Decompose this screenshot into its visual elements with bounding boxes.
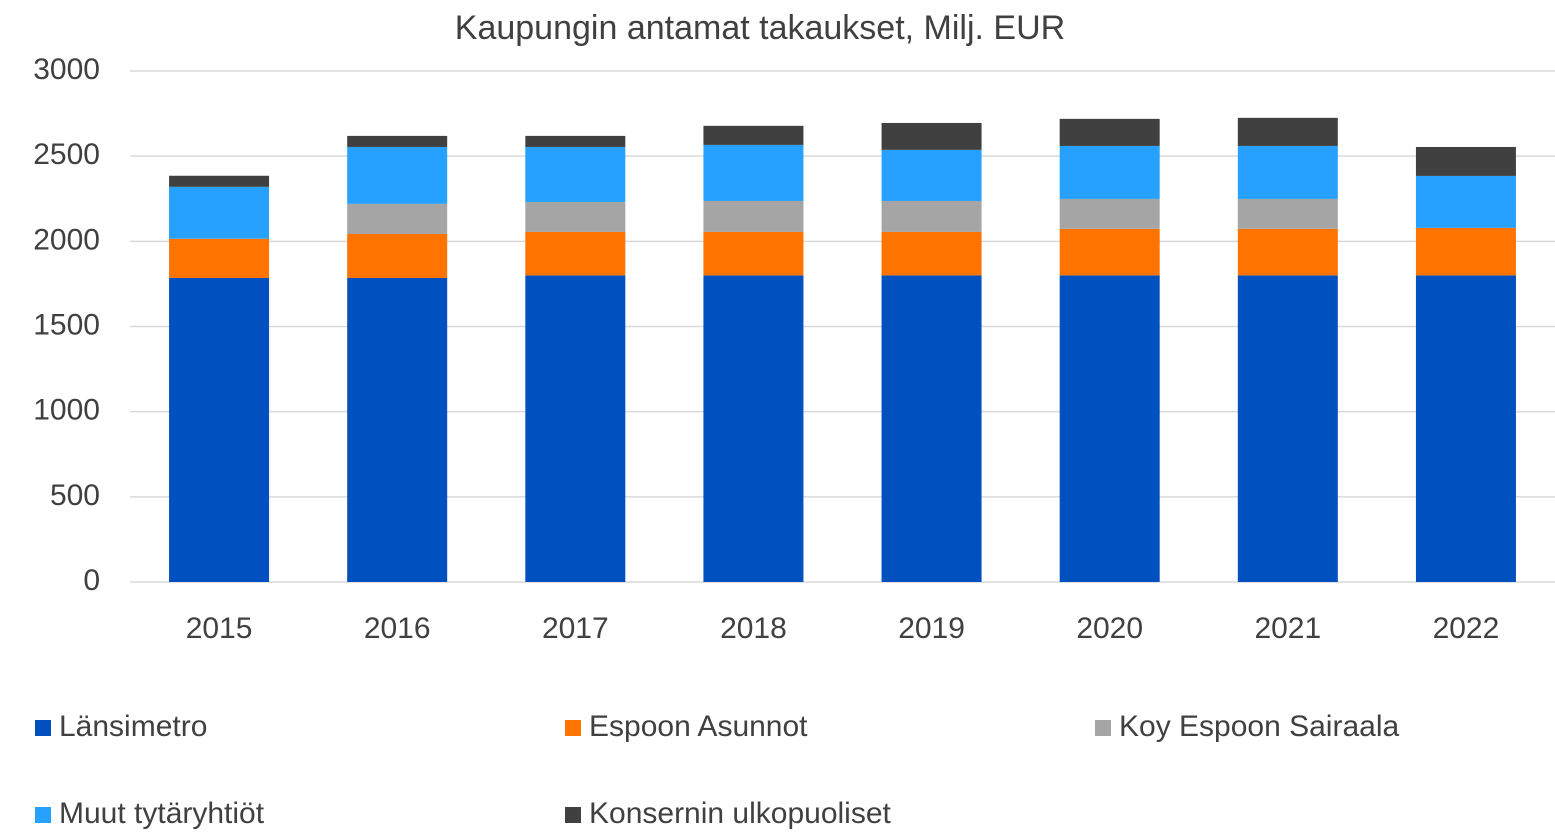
legend-swatch [35,720,51,736]
bar-segment [881,122,982,150]
bar-segment [1059,228,1160,276]
x-tick-label: 2015 [186,612,253,645]
bar-segment [1237,275,1338,582]
legend-label: Koy Espoon Sairaala [1119,710,1399,743]
y-tick-label: 1500 [33,308,100,341]
legend-swatch [565,807,581,823]
bar-segment [1415,275,1516,582]
bar-segment [881,200,982,232]
bar-segment [169,186,270,239]
legend-label: Konsernin ulkopuoliset [589,797,892,830]
bar-segment [347,277,448,582]
x-tick-label: 2020 [1076,612,1143,645]
bar-segment [525,231,626,276]
bar-segment [347,234,448,278]
bar-segment [1059,275,1160,582]
x-tick-label: 2017 [542,612,609,645]
x-tick-label: 2022 [1433,612,1500,645]
legend-swatch [565,720,581,736]
bar-segment [169,277,270,582]
bar-segment [1059,145,1160,199]
legend-label: Muut tytäryhtiöt [59,797,265,830]
bar-segment [1237,117,1338,146]
y-tick-label: 0 [83,564,100,597]
bar-segment [347,203,448,235]
x-tick-label: 2021 [1254,612,1321,645]
bar-segment [1237,198,1338,229]
y-tick-label: 3000 [33,53,100,86]
bar-segment [703,275,804,582]
legend-label: Espoon Asunnot [589,710,808,743]
bar-segment [703,231,804,276]
bar-segment [347,135,448,147]
bar-segment [1415,227,1516,276]
y-tick-label: 1000 [33,394,100,427]
bar-segment [525,201,626,232]
x-tick-label: 2016 [364,612,431,645]
bar-segment [169,238,270,278]
bar-segment [703,200,804,232]
y-tick-label: 500 [50,479,100,512]
bar-segment [525,135,626,147]
bar-segment [525,275,626,582]
y-tick-label: 2000 [33,223,100,256]
legend-swatch [1095,720,1111,736]
bar-segment [1059,198,1160,229]
bar-segment [525,146,626,202]
bar-segment [1415,146,1516,176]
bar-segment [347,146,448,204]
x-tick-label: 2018 [720,612,787,645]
x-tick-label: 2019 [898,612,965,645]
y-tick-label: 2500 [33,138,100,171]
chart-title: Kaupungin antamat takaukset, Milj. EUR [455,9,1065,47]
bar-segment [1237,145,1338,199]
bar-segment [1059,118,1160,146]
bar-segment [1237,228,1338,276]
bar-segment [1415,175,1516,228]
legend-swatch [35,807,51,823]
bar-segment [703,144,804,201]
legend-label: Länsimetro [59,710,207,743]
bar-segment [881,275,982,582]
bar-segment [881,231,982,276]
bar-segment [169,175,270,187]
bar-segment [703,125,804,145]
bar-segment [881,149,982,201]
